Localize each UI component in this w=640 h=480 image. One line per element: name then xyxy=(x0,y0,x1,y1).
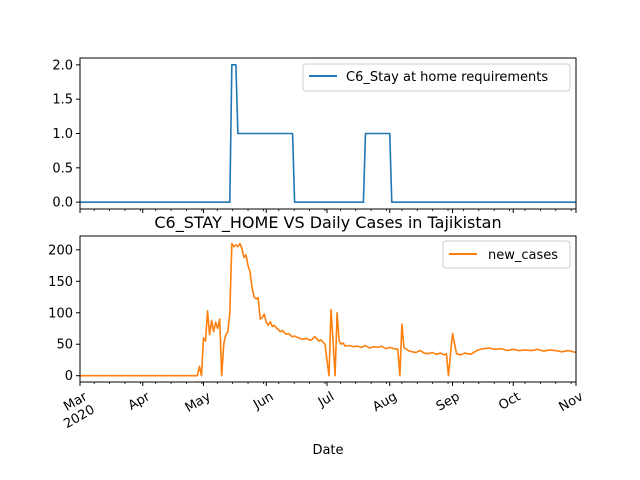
x-tick-label: Sep xyxy=(434,389,463,414)
legend-top: C6_Stay at home requirements xyxy=(302,63,571,92)
x-tick-text: Nov xyxy=(557,389,587,415)
x-tick-text: Sep xyxy=(434,389,463,414)
legend-label-c6: C6_Stay at home requirements xyxy=(346,70,548,85)
x-tick-label: Jul xyxy=(315,389,337,410)
y-tick-label: 2.0 xyxy=(52,58,73,73)
x-tick-label: Nov xyxy=(557,389,587,415)
x-axis-label: Date xyxy=(312,443,343,458)
x-tick-label: Aug xyxy=(370,389,399,415)
y-tick-label: 50 xyxy=(56,338,73,353)
x-tick-label: Apr xyxy=(126,389,154,414)
plot-frame-bottom xyxy=(79,235,577,383)
y-tick-label: 100 xyxy=(48,306,73,321)
x-tick-text: May xyxy=(183,389,214,416)
legend-box xyxy=(442,240,571,269)
series-line-new-cases xyxy=(80,242,577,377)
x-tick-text: Oct xyxy=(496,389,523,413)
x-tick-label: Oct xyxy=(496,389,523,413)
panel-new-cases: C6_STAY_HOME VS Daily Cases in Tajikista… xyxy=(48,213,586,458)
panel-stay-home: 0.0 0.5 1.0 1.5 2.0 C6_Stay at home requirem… xyxy=(52,57,577,213)
x-tick-text: Jul xyxy=(315,389,337,410)
y-tick-label: 1.0 xyxy=(52,127,73,142)
y-tick-label: 1.5 xyxy=(52,93,73,108)
legend-box xyxy=(302,63,571,92)
x-tick-label: Jun xyxy=(250,389,276,413)
x-tick-label: May xyxy=(183,389,214,416)
y-tick-label: 0.5 xyxy=(52,161,73,176)
series-line-c6-stay-at-home-requirements xyxy=(80,64,576,203)
y-tick-label: 200 xyxy=(48,243,73,258)
y-tick-label: 150 xyxy=(48,275,73,290)
legend-label-new-cases: new_cases xyxy=(488,248,558,263)
y-tick-label: 0.0 xyxy=(52,196,73,211)
x-tick-text: Aug xyxy=(370,389,399,415)
chart-title: C6_STAY_HOME VS Daily Cases in Tajikista… xyxy=(154,213,501,233)
y-tick-label: 0 xyxy=(65,369,73,384)
legend-bottom: new_cases xyxy=(442,240,571,269)
x-tick-text: Apr xyxy=(126,389,154,414)
x-tick-text: Jun xyxy=(250,389,276,413)
